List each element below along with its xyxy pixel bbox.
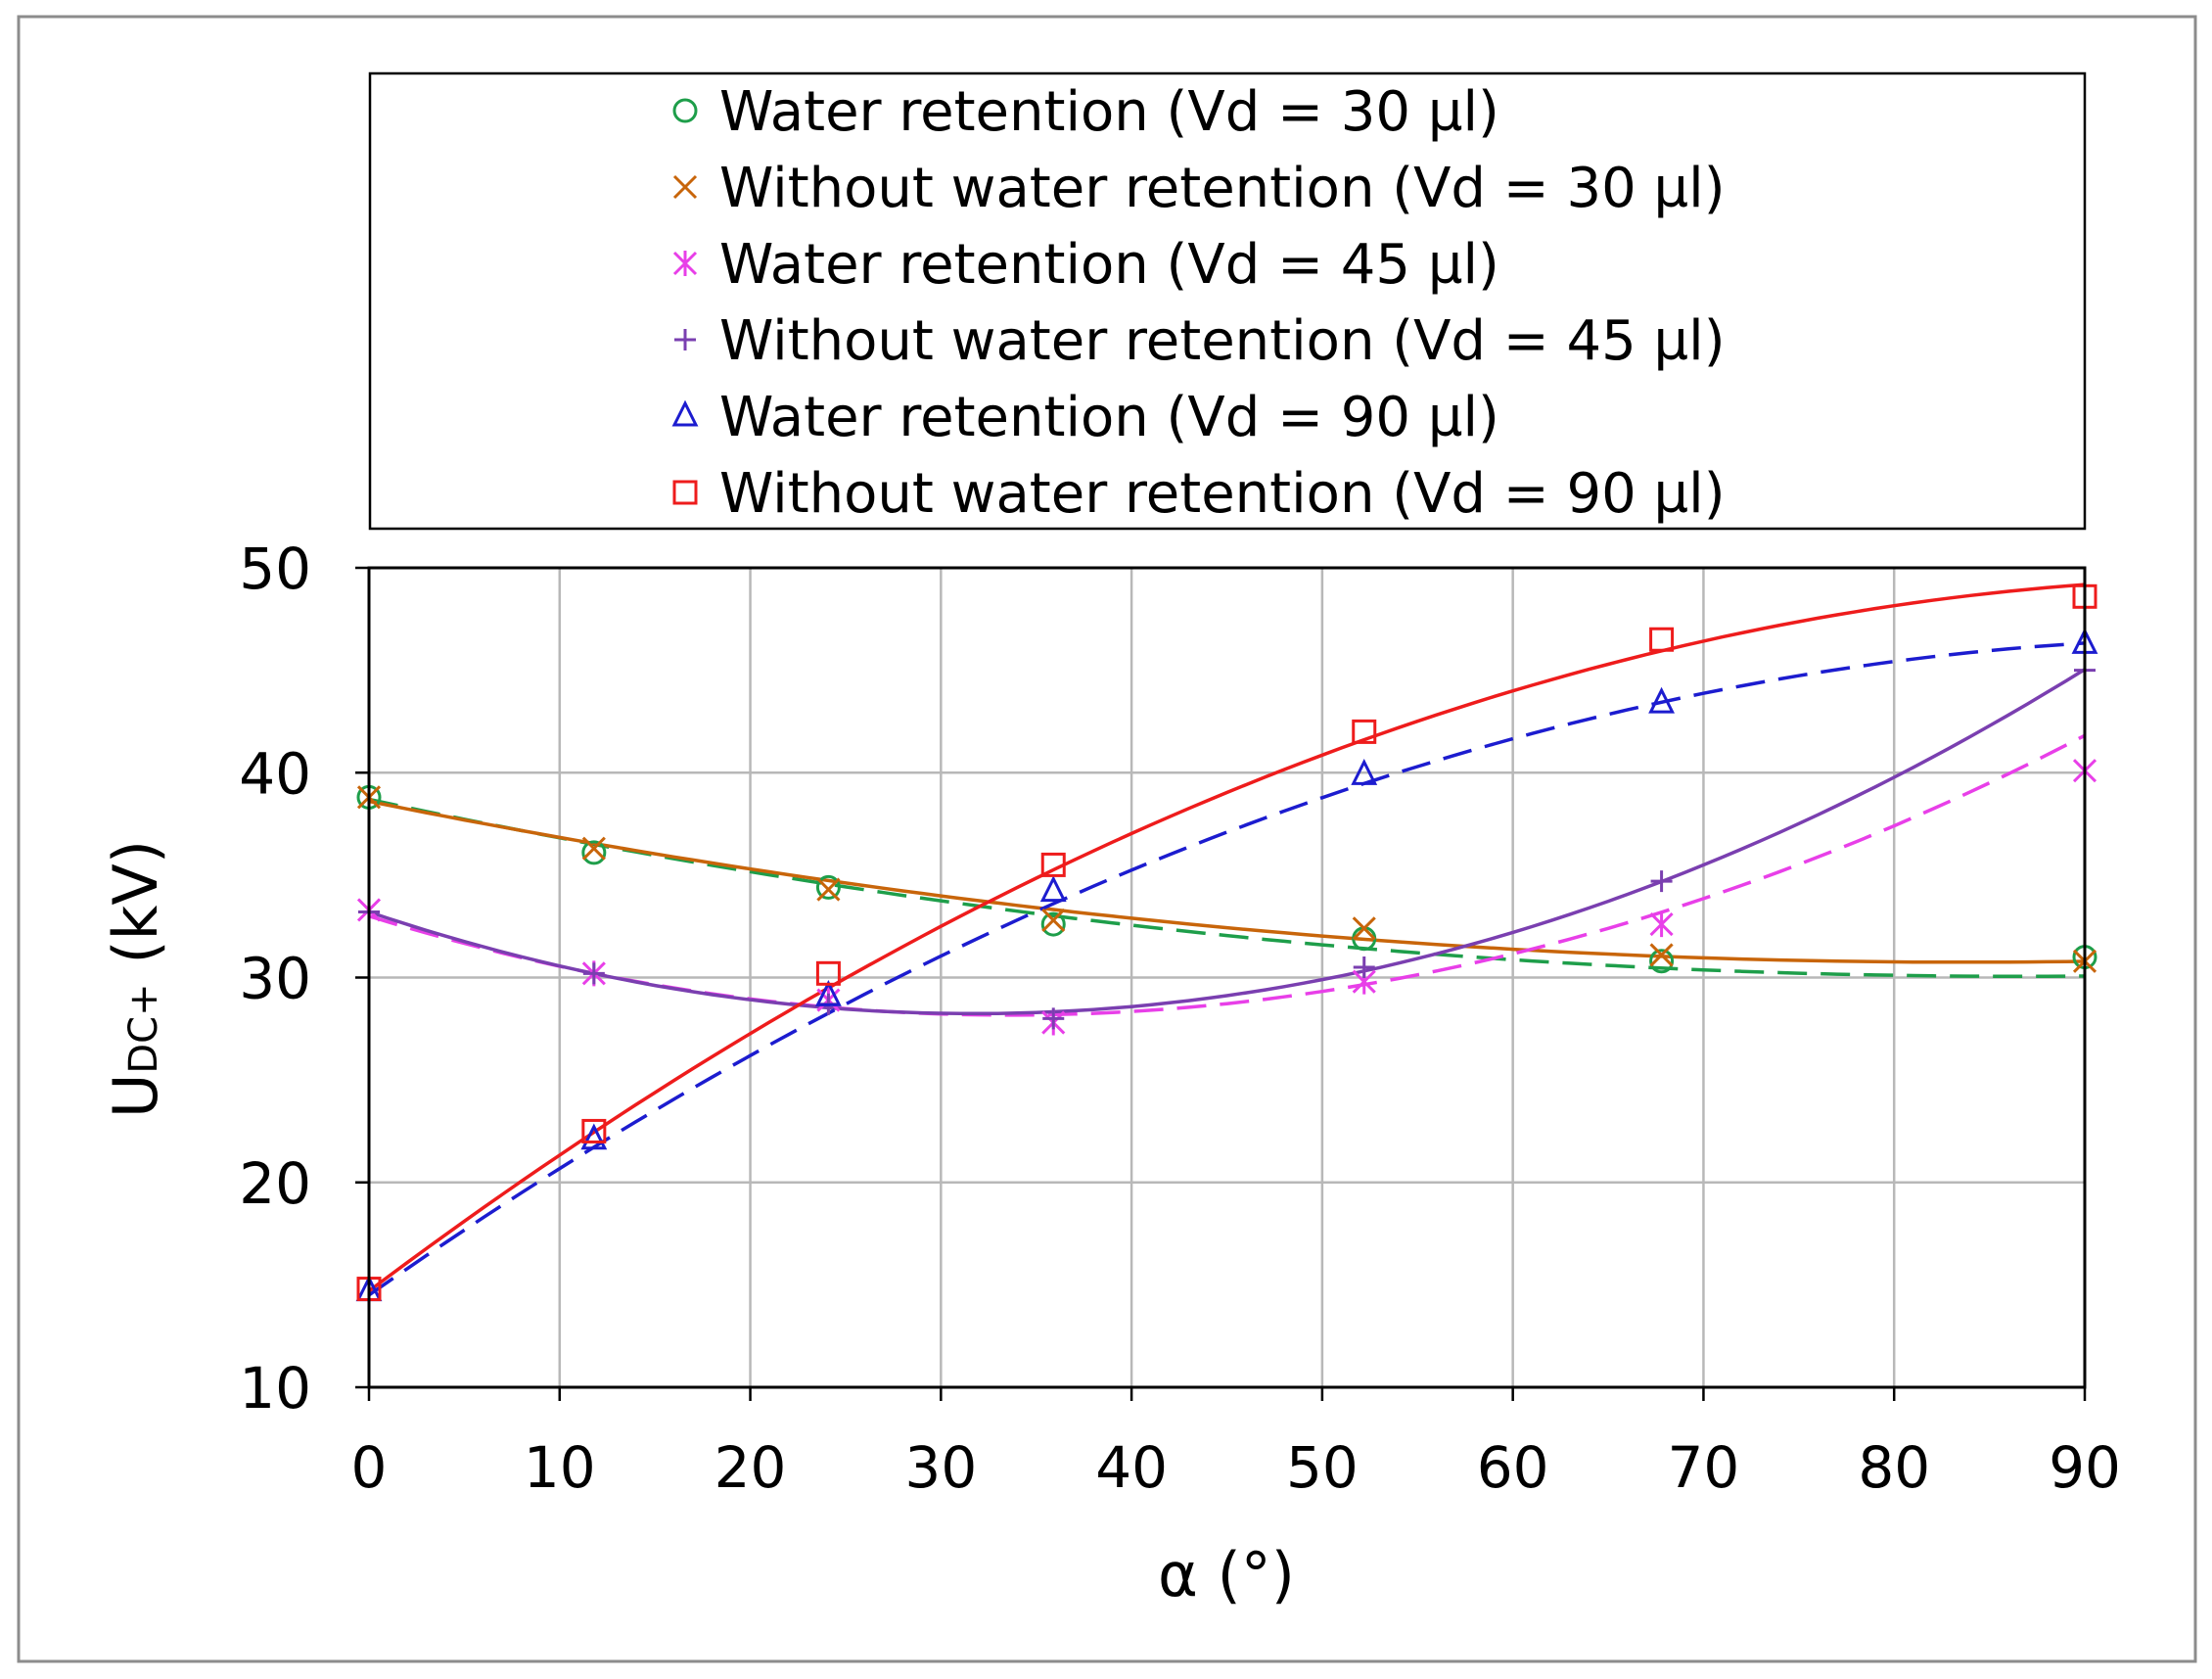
legend-label-1: Water retention (Vd = 30 µl)	[719, 80, 1499, 144]
series-4-point	[1353, 956, 1375, 979]
y-tick-label: 30	[239, 946, 311, 1012]
series-5-point	[580, 1123, 608, 1150]
series-6-point	[581, 1118, 607, 1143]
series-2-point	[1649, 943, 1674, 967]
series-6-point	[1649, 627, 1675, 652]
legend-marker-6	[672, 480, 698, 505]
series-1-point	[1649, 949, 1675, 974]
x-axis-title: α (°)	[1158, 1539, 1295, 1610]
legend-label-3: Water retention (Vd = 45 µl)	[719, 233, 1499, 297]
series-4-point	[582, 962, 605, 985]
y-tick-label: 40	[239, 740, 311, 807]
series-line-6	[367, 583, 2086, 1293]
x-tick-label: 90	[2049, 1434, 2121, 1501]
series-1-point	[815, 874, 841, 900]
legend-marker-4	[674, 329, 696, 350]
y-axis-title-subscript: DC+	[121, 983, 166, 1073]
grid	[369, 568, 2085, 1387]
series-5-point	[1648, 686, 1676, 714]
x-tick-label: 50	[1286, 1434, 1359, 1501]
series-1-point	[1040, 911, 1066, 937]
series-3-point	[1649, 911, 1674, 938]
series-2-point	[816, 877, 841, 902]
legend-box	[368, 71, 2087, 531]
series-line-4	[368, 668, 2086, 1016]
series-6-point	[1352, 719, 1377, 744]
series-5-point	[814, 979, 842, 1006]
y-tick-label: 10	[239, 1355, 311, 1422]
y-axis-title: UDC+ (kV)	[100, 840, 171, 1118]
series-line-3	[368, 733, 2086, 1017]
y-axis-title-unit: (kV)	[100, 840, 171, 983]
legend-marker-1	[672, 98, 698, 123]
x-tick-label: 60	[1477, 1434, 1549, 1501]
series-2-point	[581, 836, 606, 861]
legend-label-2: Without water retention (Vd = 30 µl)	[719, 157, 1726, 220]
series-1-point	[581, 840, 607, 865]
series-line-2	[368, 799, 2086, 964]
series-6-point	[815, 960, 841, 986]
series-4-point	[1042, 1007, 1065, 1030]
ticks: 0 10 20 30 40 50 60 70 80 90 10 20 30 40 50	[239, 536, 2121, 1501]
series-4-point	[1650, 870, 1673, 893]
legend-marker-2	[672, 174, 698, 200]
x-tick-label: 20	[714, 1434, 787, 1501]
series-2-point	[1352, 916, 1376, 941]
series-5-point	[1351, 758, 1378, 785]
x-tick-label: 70	[1668, 1434, 1740, 1501]
x-tick-label: 40	[1095, 1434, 1168, 1501]
x-tick-label: 0	[351, 1434, 388, 1501]
legend-marker-5	[671, 399, 699, 427]
x-tick-label: 80	[1858, 1434, 1930, 1501]
series-6-point	[1040, 852, 1066, 877]
y-tick-label: 20	[239, 1150, 311, 1217]
series-line-5	[368, 641, 2086, 1297]
legend-label-4: Without water retention (Vd = 45 µl)	[719, 309, 1726, 373]
series-5-point	[1039, 875, 1067, 903]
legend-label-6: Without water retention (Vd = 90 µl)	[719, 462, 1726, 526]
y-axis-title-main: U	[100, 1074, 171, 1118]
series-line-1	[368, 797, 2086, 979]
legend-label-5: Water retention (Vd = 90 µl)	[719, 386, 1499, 449]
legend: Water retention (Vd = 30 µl) Without wate…	[671, 80, 1726, 526]
x-tick-label: 30	[904, 1434, 977, 1501]
plot-lines	[367, 583, 2086, 1297]
series-2-point	[1041, 908, 1066, 932]
legend-marker-3	[672, 251, 698, 276]
x-tick-label: 10	[524, 1434, 596, 1501]
y-tick-label: 50	[239, 536, 311, 602]
